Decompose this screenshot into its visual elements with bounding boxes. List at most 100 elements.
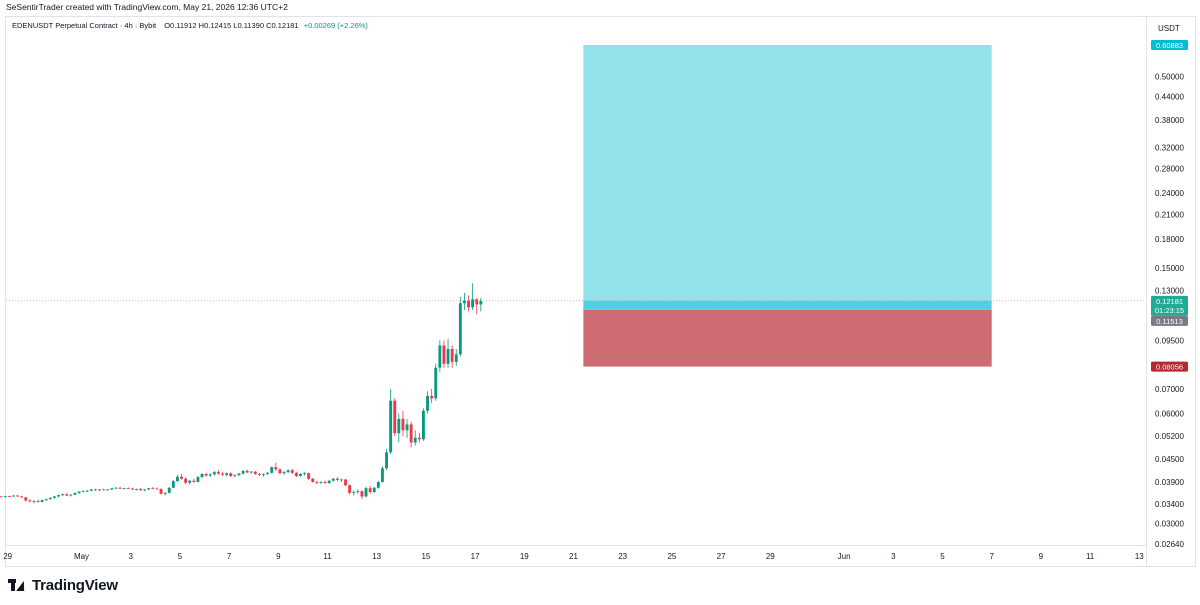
candle-body: [0, 496, 3, 498]
x-tick-label: 27: [717, 552, 726, 561]
candle-body: [221, 473, 224, 475]
candle-body: [237, 473, 241, 476]
candle-body: [57, 495, 60, 497]
candle-body: [258, 474, 261, 475]
candle-body: [94, 489, 97, 491]
y-tick-label: 0.24000: [1155, 189, 1184, 198]
candle-body: [458, 303, 462, 355]
candle-body: [135, 489, 138, 490]
candle-body: [417, 437, 421, 440]
candle-body: [110, 488, 114, 490]
candle-body: [20, 496, 24, 498]
bar-countdown-label: 01:23:15: [1155, 306, 1184, 315]
x-tick-label: 29: [3, 552, 12, 561]
x-tick-label: 25: [667, 552, 676, 561]
price-change: +0.00269 (+2.26%): [303, 21, 368, 30]
candle-body: [147, 488, 151, 490]
candle-body: [262, 474, 265, 475]
x-tick-label: 3: [128, 552, 133, 561]
candle-body: [143, 489, 147, 491]
x-tick-label: 29: [766, 552, 775, 561]
candle-body: [397, 418, 401, 434]
candle-body: [225, 473, 229, 475]
candle-body: [299, 474, 302, 476]
symbol-legend[interactable]: EDENUSDT Perpetual Contract · 4h · Bybit…: [12, 21, 368, 30]
candle-body: [364, 488, 368, 497]
y-tick-label: 0.13000: [1155, 287, 1184, 296]
candle-body: [319, 481, 323, 483]
stop-zone: [583, 309, 992, 367]
candle-body: [245, 470, 249, 473]
candle-body: [122, 488, 126, 489]
y-tick-label: 0.38000: [1155, 116, 1184, 125]
x-tick-label: 7: [989, 552, 994, 561]
tradingview-logo[interactable]: TradingView: [8, 576, 118, 594]
candle-body: [188, 480, 192, 483]
candle-body: [81, 491, 85, 492]
y-tick-label: 0.28000: [1155, 165, 1184, 174]
candle-body: [385, 452, 388, 469]
candle-body: [323, 481, 327, 484]
candle-body: [167, 487, 171, 493]
symbol-title[interactable]: EDENUSDT Perpetual Contract · 4h · Bybit: [12, 21, 157, 30]
candle-body: [282, 472, 286, 474]
y-tick-label: 0.32000: [1155, 143, 1184, 152]
target-price-label: 0.60883: [1156, 41, 1183, 50]
candle-body: [180, 476, 183, 479]
candle-body: [413, 437, 417, 443]
candle-body: [463, 300, 466, 304]
candle-body: [372, 487, 376, 493]
x-tick-label: 19: [520, 552, 529, 561]
y-tick-label: 0.21000: [1155, 210, 1184, 219]
candle-body: [3, 496, 7, 497]
candle-body: [7, 496, 11, 497]
target-price-label-bg: [1151, 40, 1188, 50]
candle-body: [327, 480, 331, 484]
candle-body: [212, 472, 216, 475]
brand-name: TradingView: [32, 576, 118, 594]
y-tick-label: 0.07000: [1155, 385, 1184, 394]
candle-body: [401, 418, 405, 431]
candle-body: [48, 497, 52, 500]
x-tick-label: 21: [569, 552, 578, 561]
candle-body: [266, 472, 270, 475]
y-tick-label: 0.04500: [1155, 455, 1184, 464]
price-axis-separator: [1146, 16, 1147, 567]
candle-body: [454, 354, 458, 362]
candle-body: [430, 395, 434, 399]
candle-body: [65, 494, 69, 496]
x-tick-label: 11: [323, 552, 332, 561]
candle-body: [102, 489, 106, 491]
candle-body: [184, 478, 188, 483]
entry-band: [583, 300, 992, 310]
candle-body: [163, 492, 167, 494]
candle-body: [389, 400, 393, 453]
candle-body: [479, 300, 483, 305]
candle-body: [381, 468, 384, 482]
candle-body: [405, 424, 409, 431]
candle-body: [450, 348, 454, 362]
chart-credit: SeSentirTrader created with TradingView.…: [6, 2, 288, 12]
current-price-label: 0.12181: [1156, 297, 1183, 306]
candle-body: [471, 299, 475, 308]
candle-body: [344, 479, 347, 486]
y-tick-label: 0.05200: [1155, 432, 1184, 441]
candle-body: [217, 472, 220, 474]
candle-body: [311, 478, 315, 482]
x-tick-label: 9: [276, 552, 281, 561]
candle-body: [335, 478, 339, 480]
tradingview-logo-icon: [8, 578, 28, 592]
y-tick-label: 0.09500: [1155, 336, 1184, 345]
x-tick-label: 5: [940, 552, 945, 561]
candle-body: [307, 473, 311, 479]
candle-body: [331, 478, 335, 481]
currency-label[interactable]: USDT: [1158, 24, 1180, 33]
x-tick-label: 3: [891, 552, 896, 561]
candle-body: [422, 410, 425, 440]
candle-body: [61, 494, 65, 496]
candle-body: [409, 424, 413, 443]
candle-body: [475, 299, 479, 305]
candle-body: [356, 491, 360, 493]
y-tick-label: 0.03000: [1155, 520, 1184, 529]
